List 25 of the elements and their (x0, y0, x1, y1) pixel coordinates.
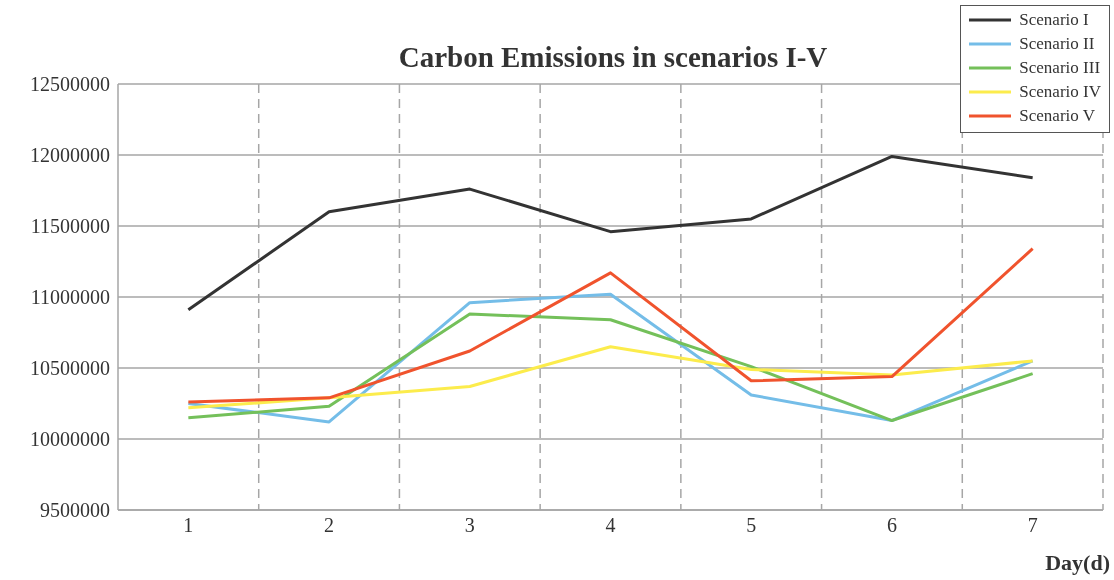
x-tick-label: 2 (324, 514, 335, 537)
y-tick-label: 11000000 (30, 286, 110, 309)
legend-label: Scenario V (1019, 106, 1096, 126)
line-series (186, 312, 1035, 423)
legend-label: Scenario II (1019, 34, 1095, 54)
x-tick-label: 5 (746, 514, 757, 537)
legend-label: Scenario III (1019, 58, 1101, 78)
x-axis-title: Day(d) (1045, 550, 1110, 576)
line-series (186, 247, 1035, 404)
line-series (186, 345, 1035, 410)
y-tick-label: 11500000 (30, 215, 110, 238)
x-tick-label: 6 (886, 514, 897, 537)
legend-label: Scenario IV (1019, 82, 1101, 102)
x-tick-label: 1 (183, 514, 194, 537)
legend-label: Scenario I (1019, 10, 1089, 30)
y-tick-label: 9500000 (40, 499, 110, 522)
y-tick-label: 10500000 (30, 357, 110, 380)
line-series (186, 154, 1035, 312)
y-tick-label: 12000000 (30, 144, 110, 167)
x-tick-label: 7 (1027, 514, 1038, 537)
x-tick-label: 4 (605, 514, 616, 537)
x-tick-label: 3 (464, 514, 475, 537)
y-tick-label: 10000000 (30, 428, 110, 451)
chart-title: Carbon Emissions in scenarios I-V (398, 41, 828, 73)
y-tick-label: 12500000 (30, 73, 110, 96)
